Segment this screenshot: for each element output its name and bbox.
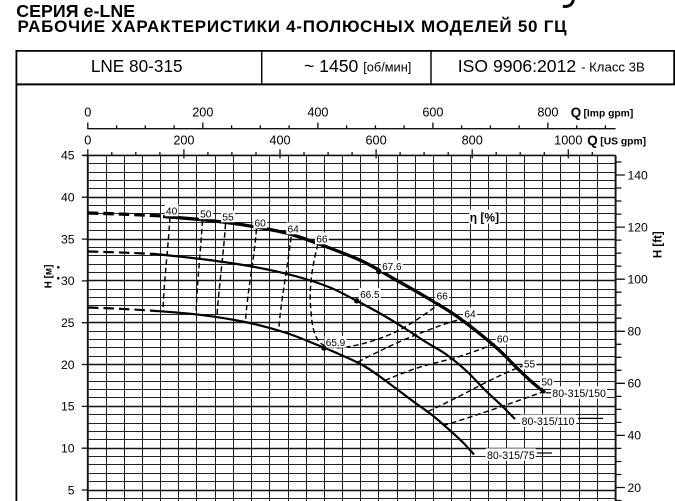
- svg-text:66: 66: [316, 234, 328, 245]
- svg-text:67.6: 67.6: [382, 262, 402, 273]
- svg-text:600: 600: [422, 106, 443, 120]
- svg-text:1000: 1000: [554, 134, 582, 148]
- svg-text:~ 1450 [об/мин]: ~ 1450 [об/мин]: [304, 56, 411, 76]
- svg-text:66.5: 66.5: [360, 290, 380, 301]
- svg-text:30: 30: [61, 274, 75, 288]
- svg-text:Н [м]: Н [м]: [44, 265, 55, 289]
- svg-text:25: 25: [61, 316, 75, 330]
- svg-text:50: 50: [541, 378, 553, 389]
- svg-text:800: 800: [462, 134, 483, 148]
- svg-text:ISO 9906:2012 - Класс 3В: ISO 9906:2012 - Класс 3В: [458, 56, 645, 76]
- svg-text:66: 66: [437, 292, 449, 303]
- svg-text:H [ft]: H [ft]: [653, 231, 665, 258]
- svg-text:5: 5: [68, 483, 75, 497]
- svg-text:[US gpm]: [US gpm]: [600, 137, 646, 148]
- svg-text:0: 0: [84, 106, 91, 120]
- svg-text:40: 40: [628, 429, 642, 443]
- svg-text:Q: Q: [587, 133, 597, 148]
- svg-text:64: 64: [288, 224, 300, 235]
- svg-text:80-315/75: 80-315/75: [487, 450, 535, 462]
- svg-text:200: 200: [173, 134, 194, 148]
- svg-text:60: 60: [255, 218, 267, 229]
- svg-text:50: 50: [200, 209, 212, 220]
- svg-text:65.9: 65.9: [326, 338, 346, 349]
- svg-text:10: 10: [61, 442, 75, 456]
- svg-text:55: 55: [222, 212, 234, 223]
- svg-text:LNE 80-315: LNE 80-315: [91, 56, 183, 76]
- svg-text:400: 400: [307, 106, 328, 120]
- svg-text:40: 40: [61, 191, 75, 205]
- svg-text:η [%]: η [%]: [470, 210, 499, 224]
- svg-text:20: 20: [628, 481, 642, 495]
- svg-text:35: 35: [61, 232, 75, 246]
- svg-text:80: 80: [628, 325, 642, 339]
- svg-text:55: 55: [524, 360, 536, 371]
- svg-text:20: 20: [61, 358, 75, 372]
- svg-text:64: 64: [464, 310, 476, 321]
- svg-text:120: 120: [628, 220, 649, 234]
- svg-text:0: 0: [84, 134, 91, 148]
- svg-text:РАБОЧИЕ ХАРАКТЕРИСТИКИ 4-ПОЛЮС: РАБОЧИЕ ХАРАКТЕРИСТИКИ 4-ПОЛЮСНЫХ МОДЕЛЕ…: [18, 17, 568, 36]
- svg-text:800: 800: [537, 106, 558, 120]
- svg-text:Q: Q: [571, 105, 581, 120]
- svg-text:200: 200: [192, 106, 213, 120]
- svg-text:[Imp gpm]: [Imp gpm]: [584, 109, 634, 120]
- svg-text:100: 100: [628, 273, 649, 287]
- svg-text:45: 45: [61, 149, 75, 163]
- svg-text:80-315/110: 80-315/110: [522, 416, 575, 428]
- svg-text:15: 15: [61, 400, 75, 414]
- svg-text:60: 60: [497, 334, 509, 345]
- svg-text:СЕРИЯ e-LNE: СЕРИЯ e-LNE: [16, 1, 135, 21]
- svg-text:600: 600: [366, 134, 387, 148]
- svg-text:400: 400: [269, 134, 290, 148]
- svg-text:60: 60: [628, 377, 642, 391]
- svg-text:140: 140: [628, 168, 649, 182]
- svg-text:80-315/150: 80-315/150: [552, 388, 606, 400]
- svg-text:40: 40: [166, 206, 178, 217]
